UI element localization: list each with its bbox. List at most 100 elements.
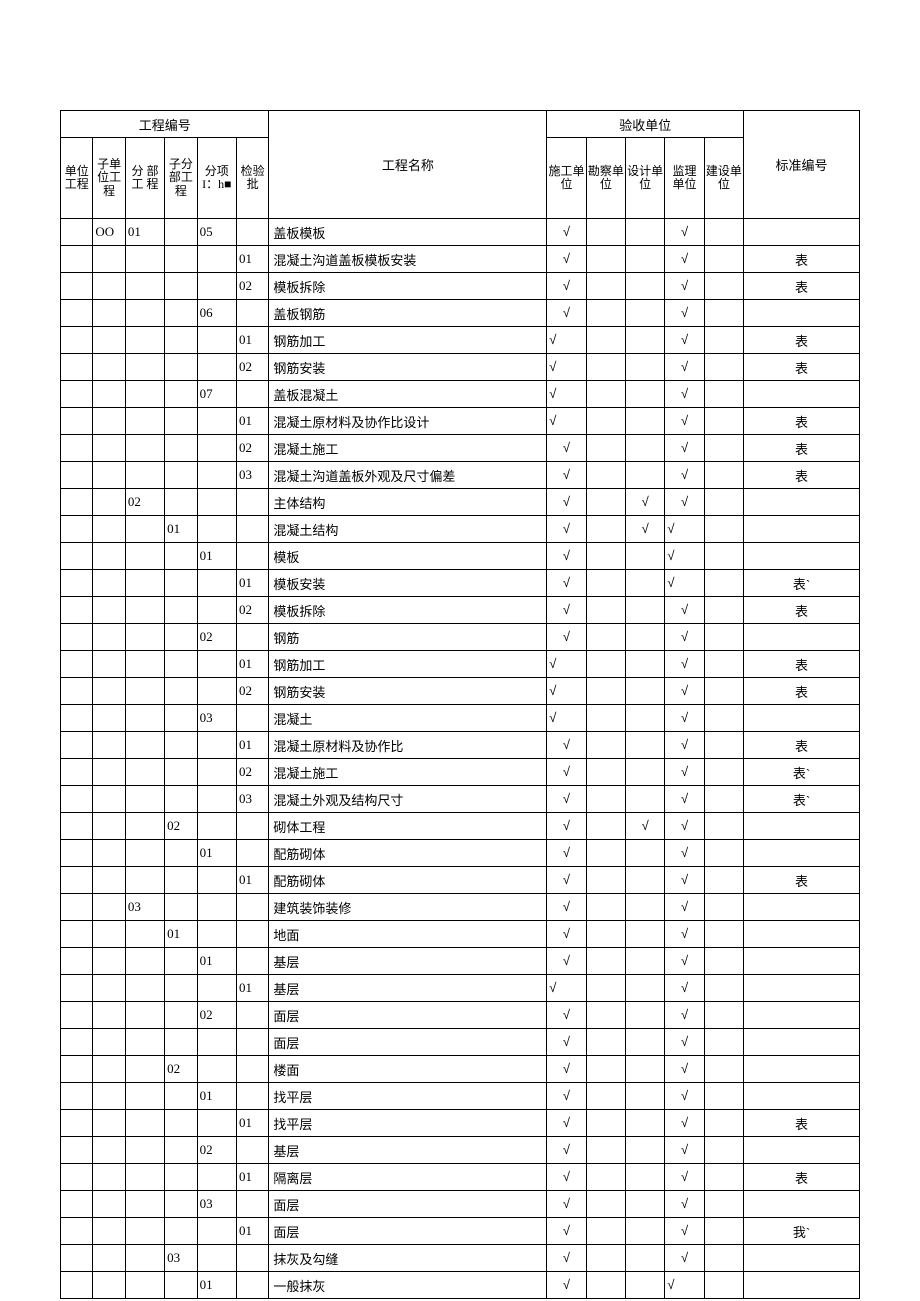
cell-a5 <box>704 1110 743 1137</box>
cell-c3 <box>125 1164 164 1191</box>
cell-c4 <box>165 732 197 759</box>
cell-c4 <box>165 1083 197 1110</box>
cell-a1: √ <box>547 786 586 813</box>
cell-c6 <box>236 705 268 732</box>
cell-c3 <box>125 948 164 975</box>
cell-c6 <box>236 1245 268 1272</box>
cell-std <box>744 543 860 570</box>
cell-c3 <box>125 705 164 732</box>
cell-a3 <box>626 435 665 462</box>
table-row: 01混凝土结构√√√ <box>61 516 860 543</box>
table-row: 03混凝土沟道盖板外观及尺寸偏差√√表 <box>61 462 860 489</box>
cell-c5 <box>197 921 236 948</box>
cell-c6 <box>236 300 268 327</box>
cell-name: 楼面 <box>269 1056 547 1083</box>
table-row: 02钢筋安装√√表 <box>61 678 860 705</box>
table-row: 03建筑装饰装修√√ <box>61 894 860 921</box>
cell-a2 <box>586 381 625 408</box>
cell-c1 <box>61 570 93 597</box>
cell-name: 基层 <box>269 975 547 1002</box>
cell-a5 <box>704 1272 743 1299</box>
cell-std: 表` <box>744 786 860 813</box>
cell-name: 地面 <box>269 921 547 948</box>
cell-c4 <box>165 570 197 597</box>
cell-c4 <box>165 489 197 516</box>
cell-a4: √ <box>665 1029 704 1056</box>
table-row: OO0105盖板模板√√ <box>61 219 860 246</box>
cell-a5 <box>704 624 743 651</box>
cell-c3 <box>125 462 164 489</box>
cell-a2 <box>586 516 625 543</box>
table-row: 01混凝土原材料及协作比设计√√表 <box>61 408 860 435</box>
cell-c3 <box>125 300 164 327</box>
header-c2: 子单位工程 <box>93 138 125 219</box>
cell-a2 <box>586 894 625 921</box>
cell-a4: √ <box>665 381 704 408</box>
cell-a1: √ <box>547 678 586 705</box>
cell-c2 <box>93 408 125 435</box>
cell-a5 <box>704 246 743 273</box>
cell-c3 <box>125 597 164 624</box>
cell-c5: 03 <box>197 705 236 732</box>
cell-c4 <box>165 219 197 246</box>
cell-std: 表 <box>744 408 860 435</box>
cell-c6: 02 <box>236 435 268 462</box>
cell-name: 建筑装饰装修 <box>269 894 547 921</box>
cell-name: 混凝土施工 <box>269 759 547 786</box>
cell-c6 <box>236 489 268 516</box>
cell-a5 <box>704 570 743 597</box>
cell-c2 <box>93 1029 125 1056</box>
header-a3: 设计单位 <box>626 138 665 219</box>
cell-name: 钢筋 <box>269 624 547 651</box>
cell-a3 <box>626 381 665 408</box>
cell-name: 钢筋安装 <box>269 678 547 705</box>
cell-c6: 01 <box>236 1164 268 1191</box>
cell-c4 <box>165 597 197 624</box>
cell-name: 面层 <box>269 1218 547 1245</box>
cell-name: 找平层 <box>269 1083 547 1110</box>
cell-name: 基层 <box>269 948 547 975</box>
cell-c3 <box>125 1002 164 1029</box>
cell-c2 <box>93 273 125 300</box>
cell-std <box>744 975 860 1002</box>
cell-std <box>744 1137 860 1164</box>
cell-a4: √ <box>665 489 704 516</box>
cell-a2 <box>586 975 625 1002</box>
cell-c1 <box>61 381 93 408</box>
cell-a4: √ <box>665 624 704 651</box>
cell-name: 面层 <box>269 1029 547 1056</box>
cell-name: 基层 <box>269 1137 547 1164</box>
cell-name: 配筋砌体 <box>269 840 547 867</box>
cell-a2 <box>586 1056 625 1083</box>
cell-c4 <box>165 246 197 273</box>
cell-c5 <box>197 813 236 840</box>
cell-c4 <box>165 273 197 300</box>
cell-a1: √ <box>547 651 586 678</box>
cell-c5 <box>197 462 236 489</box>
cell-c1 <box>61 732 93 759</box>
cell-a5 <box>704 300 743 327</box>
cell-a4: √ <box>665 1056 704 1083</box>
cell-a5 <box>704 462 743 489</box>
cell-c2 <box>93 1083 125 1110</box>
cell-c3 <box>125 1056 164 1083</box>
cell-c1 <box>61 597 93 624</box>
cell-c2 <box>93 1056 125 1083</box>
cell-c6: 02 <box>236 759 268 786</box>
cell-c5 <box>197 1110 236 1137</box>
cell-std <box>744 1083 860 1110</box>
cell-c4 <box>165 678 197 705</box>
cell-c3 <box>125 516 164 543</box>
cell-c1 <box>61 1245 93 1272</box>
cell-a3 <box>626 1218 665 1245</box>
cell-a4: √ <box>665 1164 704 1191</box>
cell-name: 一般抹灰 <box>269 1272 547 1299</box>
cell-std: 表 <box>744 867 860 894</box>
cell-c5: 01 <box>197 1272 236 1299</box>
cell-a1: √ <box>547 1272 586 1299</box>
cell-c5 <box>197 273 236 300</box>
cell-a3 <box>626 705 665 732</box>
cell-a4: √ <box>665 516 704 543</box>
cell-c1 <box>61 1110 93 1137</box>
cell-a4: √ <box>665 570 704 597</box>
